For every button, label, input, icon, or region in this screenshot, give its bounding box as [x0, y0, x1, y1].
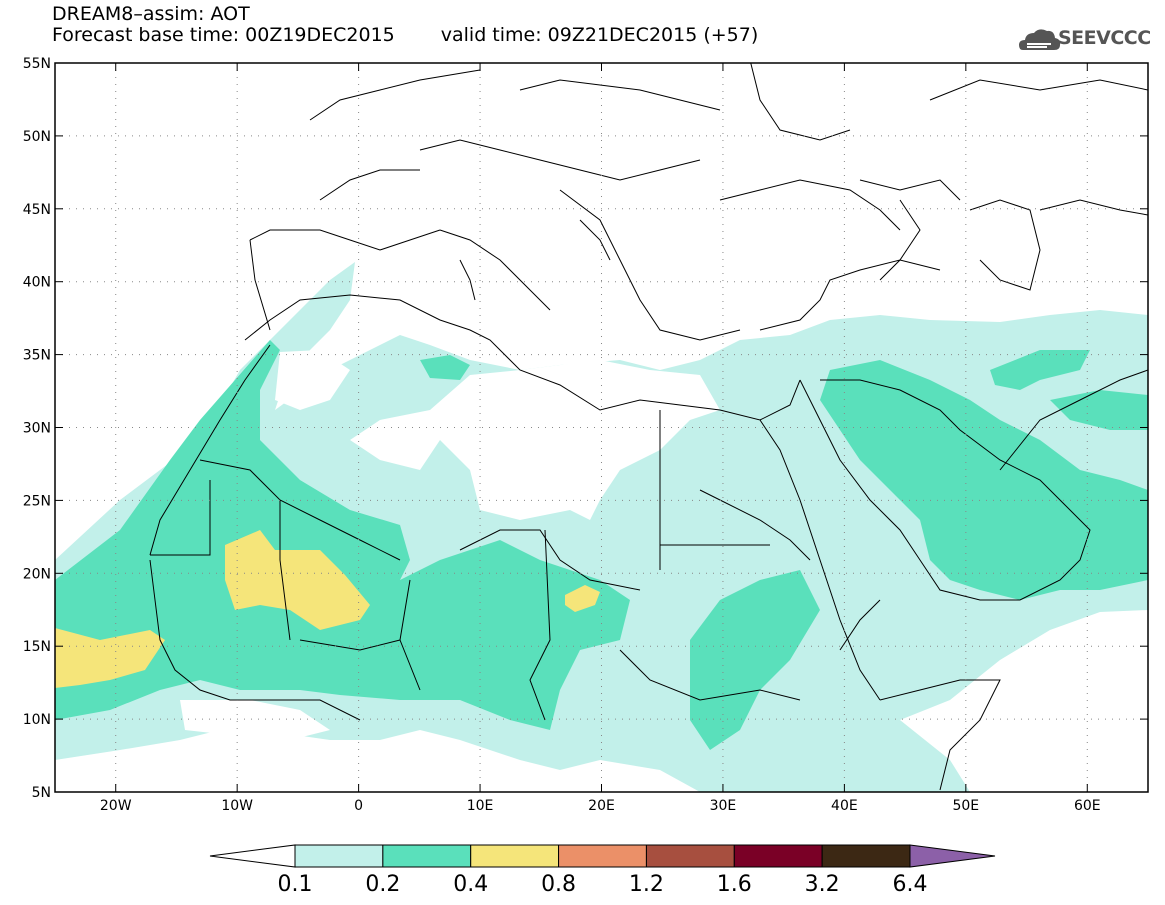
longitude-axis: 20W 10W 0 10E 20E 30E 40E 50E 60E [100, 63, 1101, 814]
colorbar-swatch [294, 844, 384, 868]
lat-tick-label: 30N [23, 421, 51, 437]
colorbar-label: 0.8 [541, 872, 576, 897]
time-info: Forecast base time: 00Z19DEC2015 valid ti… [52, 25, 758, 45]
aot-band-medium [420, 355, 470, 380]
lat-tick-label: 55N [23, 56, 51, 72]
gridlines [55, 63, 1148, 792]
colorbar-label: 3.2 [805, 872, 840, 897]
colorbar-upper-arrow [909, 844, 996, 868]
cloud-logo-icon [1019, 29, 1061, 50]
aot-band-high [565, 585, 600, 612]
lon-tick-label: 60E [1074, 798, 1101, 814]
lon-tick-label: 30E [710, 798, 737, 814]
lat-tick-label: 10N [23, 712, 51, 728]
logo-text: SEEVCCC [1058, 27, 1151, 49]
lat-tick-label: 40N [23, 275, 51, 291]
lon-tick-label: 10W [221, 798, 253, 814]
aot-clear-area [350, 360, 720, 520]
lat-tick-label: 50N [23, 129, 51, 145]
forecast-base-time: Forecast base time: 00Z19DEC2015 [52, 24, 395, 46]
aot-clear-area [275, 350, 350, 410]
colorbar-swatch [558, 844, 647, 868]
lon-tick-label: 40E [831, 798, 858, 814]
coastlines [149, 63, 1148, 791]
colorbar-swatch [470, 844, 560, 868]
lat-tick-label: 45N [23, 202, 51, 218]
lat-tick-label: 15N [23, 639, 51, 655]
lat-tick-label: 35N [23, 348, 51, 364]
lat-tick-label: 20N [23, 566, 51, 582]
colorbar-label: 1.2 [629, 872, 664, 897]
aot-band-high [55, 628, 165, 688]
valid-time: valid time: 09Z21DEC2015 (+57) [440, 24, 759, 46]
aot-band-medium [690, 570, 820, 750]
colorbar-swatch [382, 844, 472, 868]
aot-band-medium [55, 340, 630, 730]
lon-tick-label: 20W [100, 798, 132, 814]
colorbar-label: 1.6 [717, 872, 752, 897]
aot-band-high [225, 530, 370, 630]
lon-tick-label: 20E [588, 798, 615, 814]
lat-tick-label: 25N [23, 493, 51, 509]
colorbar-label: 6.4 [893, 872, 928, 897]
lat-tick-label: 5N [32, 785, 51, 801]
lon-tick-label: 50E [952, 798, 979, 814]
map-title: DREAM8–assim: AOT [52, 3, 250, 25]
aot-band-medium [990, 350, 1090, 390]
colorbar: 0.1 0.2 0.4 0.8 1.2 1.6 3.2 6.4 [209, 844, 996, 897]
latitude-axis: 5N 10N 15N 20N 25N 30N 35N 40N 45N 50N 55N [23, 56, 1148, 801]
colorbar-lower-arrow [209, 844, 296, 868]
aot-band-medium [820, 360, 1148, 600]
colorbar-swatch [733, 844, 823, 868]
colorbar-label: 0.4 [453, 872, 488, 897]
aot-band-medium [1050, 390, 1148, 430]
colorbar-label: 0.2 [365, 872, 400, 897]
lon-tick-label: 0 [354, 798, 363, 814]
lon-tick-label: 10E [467, 798, 494, 814]
aot-clear-area [180, 700, 330, 740]
colorbar-swatch [645, 844, 735, 868]
colorbar-label: 0.1 [278, 872, 313, 897]
colorbar-swatch [821, 844, 911, 868]
